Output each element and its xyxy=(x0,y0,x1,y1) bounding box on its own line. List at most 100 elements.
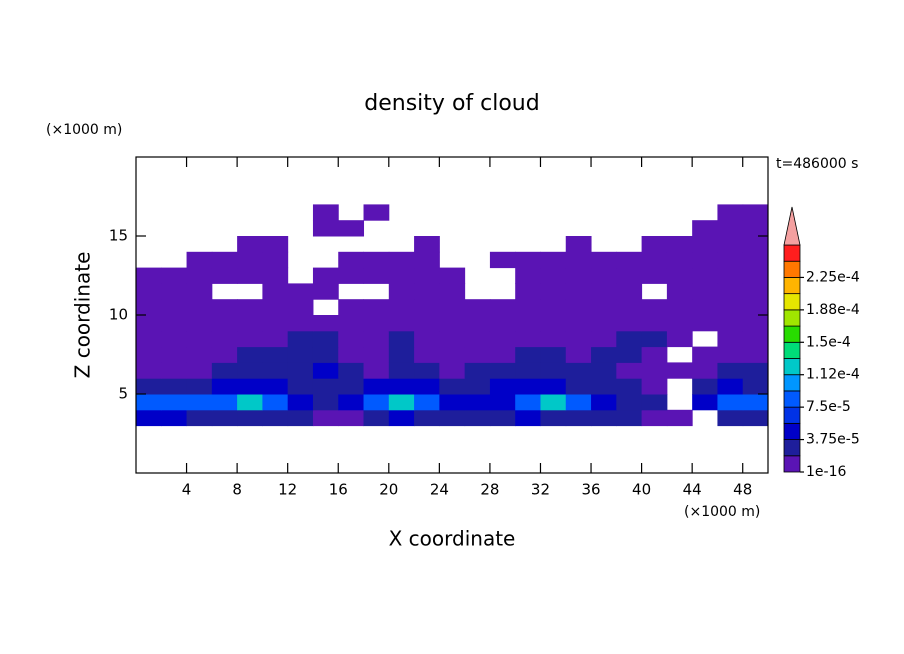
contour-cell xyxy=(591,378,617,395)
contour-cell xyxy=(439,409,466,427)
colorbar-box xyxy=(783,325,801,343)
contour-cell xyxy=(616,267,643,284)
contour-cell xyxy=(262,267,289,284)
contour-cell xyxy=(363,330,390,348)
contour-cell xyxy=(742,251,769,269)
contour-cell xyxy=(414,346,440,363)
x-tick-label: 12 xyxy=(278,481,297,499)
contour-cell xyxy=(439,315,466,332)
contour-cell xyxy=(262,362,289,379)
contour-cell xyxy=(388,251,415,269)
contour-cell xyxy=(565,315,592,332)
contour-cell xyxy=(489,251,516,269)
colorbar-box xyxy=(783,406,801,424)
contour-cell xyxy=(287,346,314,363)
x-axis-title: X coordinate xyxy=(389,527,516,551)
contour-cell xyxy=(616,346,643,363)
chart-title: density of cloud xyxy=(364,91,539,116)
contour-cell xyxy=(489,299,516,316)
contour-cell xyxy=(312,409,339,427)
contour-cell xyxy=(186,315,213,332)
colorbar-box xyxy=(783,277,801,295)
contour-cell xyxy=(591,362,617,379)
contour-cell xyxy=(312,315,339,332)
contour-cell xyxy=(565,394,592,411)
contour-cell xyxy=(489,315,516,332)
contour-cell xyxy=(338,362,365,379)
contour-cell xyxy=(616,283,643,300)
contour-cell xyxy=(211,251,238,269)
contour-cell xyxy=(211,394,238,411)
contour-cell xyxy=(616,378,643,395)
contour-cell xyxy=(388,267,415,284)
contour-cell xyxy=(262,315,289,332)
contour-cell xyxy=(136,409,162,427)
contour-cell xyxy=(540,267,567,284)
contour-cell xyxy=(237,362,263,379)
contour-cell xyxy=(363,267,390,284)
contour-cell xyxy=(414,283,440,300)
contour-cell xyxy=(540,378,567,395)
contour-cell xyxy=(186,409,213,427)
contour-cell xyxy=(237,315,263,332)
contour-cell xyxy=(616,299,643,316)
x-tick-label: 44 xyxy=(683,481,702,499)
contour-cell xyxy=(515,378,541,395)
contour-cell xyxy=(616,330,643,348)
contour-cell xyxy=(717,204,744,221)
colorbar-box xyxy=(783,293,801,311)
contour-cell xyxy=(515,362,541,379)
colorbar-tick-label: 1.12e-4 xyxy=(806,367,860,383)
contour-cell xyxy=(388,283,415,300)
contour-cell xyxy=(262,346,289,363)
contour-cell xyxy=(136,283,162,300)
contour-cell xyxy=(161,299,188,316)
contour-cell xyxy=(388,394,415,411)
contour-cell xyxy=(312,394,339,411)
contour-cell xyxy=(616,409,643,427)
contour-cell xyxy=(338,394,365,411)
contour-cell xyxy=(186,330,213,348)
colorbar-box xyxy=(783,374,801,392)
contour-cell xyxy=(742,267,769,284)
x-tick-label: 4 xyxy=(182,481,192,499)
contour-cell xyxy=(363,315,390,332)
contour-cell xyxy=(489,346,516,363)
x-tick-label: 48 xyxy=(733,481,752,499)
contour-cell xyxy=(742,330,769,348)
contour-cell xyxy=(540,346,567,363)
contour-cell xyxy=(136,299,162,316)
contour-cell xyxy=(363,251,390,269)
contour-cell xyxy=(312,204,339,221)
contour-cell xyxy=(591,394,617,411)
contour-cell xyxy=(591,283,617,300)
contour-cell xyxy=(211,330,238,348)
contour-cell xyxy=(464,378,491,395)
contour-cell xyxy=(717,362,744,379)
contour-cell xyxy=(717,346,744,363)
contour-cell xyxy=(237,346,263,363)
contour-cell xyxy=(540,283,567,300)
contour-cell xyxy=(742,236,769,253)
contour-cell xyxy=(742,220,769,237)
colorbar-tick-label: 2.25e-4 xyxy=(806,269,860,285)
contour-cell xyxy=(161,409,188,427)
contour-cell xyxy=(363,362,390,379)
colorbar-box xyxy=(783,390,801,408)
contour-cell xyxy=(717,315,744,332)
contour-cell xyxy=(515,409,541,427)
contour-cell xyxy=(388,315,415,332)
contour-cell xyxy=(742,409,769,427)
colorbar-tick-label: 3.75e-5 xyxy=(806,432,860,448)
contour-cell xyxy=(717,378,744,395)
contour-cell xyxy=(161,394,188,411)
contour-cell xyxy=(363,299,390,316)
contour-cell xyxy=(717,409,744,427)
contour-cell xyxy=(692,220,718,237)
contour-cell xyxy=(742,378,769,395)
y-tick-label: 5 xyxy=(118,385,128,403)
y-tick-label: 15 xyxy=(109,227,128,245)
x-tick-label: 28 xyxy=(480,481,499,499)
contour-cell xyxy=(565,378,592,395)
